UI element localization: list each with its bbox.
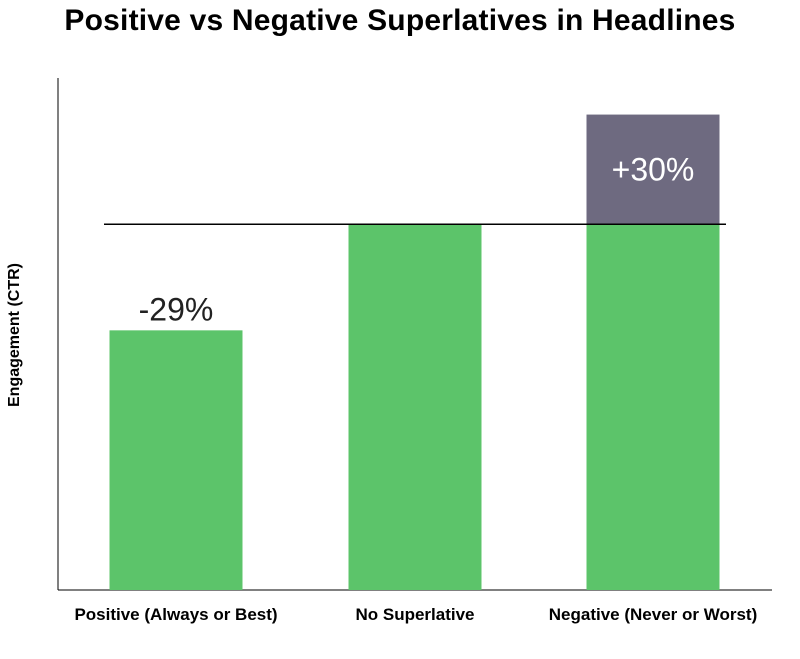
bar-2 <box>586 224 720 591</box>
data-label-0: -29% <box>139 291 214 327</box>
x-tick-label-2: Negative (Never or Worst) <box>549 605 757 624</box>
chart-title: Positive vs Negative Superlatives in Hea… <box>64 4 736 37</box>
bar-0 <box>109 330 243 590</box>
x-tick-label-1: No Superlative <box>355 605 474 624</box>
data-label-2: +30% <box>612 151 695 187</box>
x-tick-label-0: Positive (Always or Best) <box>74 605 277 624</box>
bar-1 <box>348 224 482 591</box>
bar-increase-2 <box>586 114 720 225</box>
